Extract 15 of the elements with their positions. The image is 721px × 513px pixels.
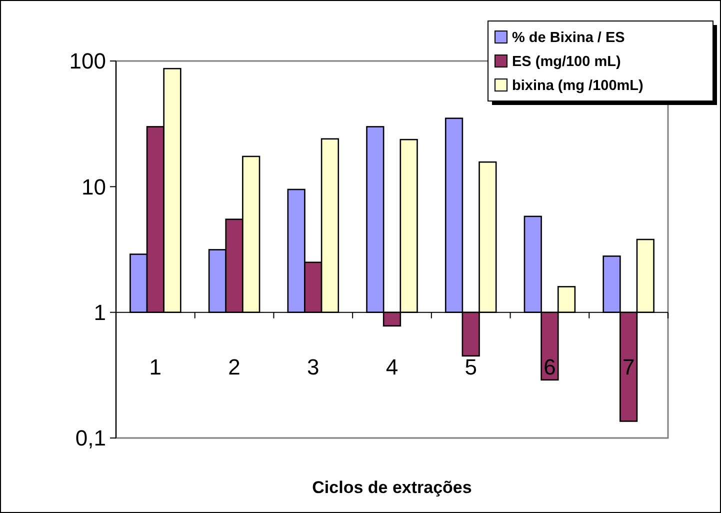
- y-tick-label: 10: [82, 174, 106, 200]
- x-tick-label: 4: [386, 354, 398, 380]
- y-tick-label: 100: [69, 48, 106, 74]
- x-tick-label: 3: [307, 354, 320, 380]
- y-tick-label: 1: [94, 300, 106, 326]
- legend-label: ES (mg/100 mL): [512, 54, 621, 70]
- legend-label: % de Bixina / ES: [512, 30, 626, 46]
- x-tick-label: 7: [622, 354, 635, 380]
- x-axis-title: Ciclos de extrações: [312, 478, 472, 497]
- x-tick-label: 5: [464, 354, 477, 380]
- x-tick-label: 2: [228, 354, 240, 380]
- y-tick-label: 0,1: [75, 426, 106, 451]
- x-tick-label: 6: [544, 354, 556, 380]
- x-tick-label: 1: [149, 354, 162, 380]
- legend-label: bixina (mg /100mL): [512, 78, 644, 94]
